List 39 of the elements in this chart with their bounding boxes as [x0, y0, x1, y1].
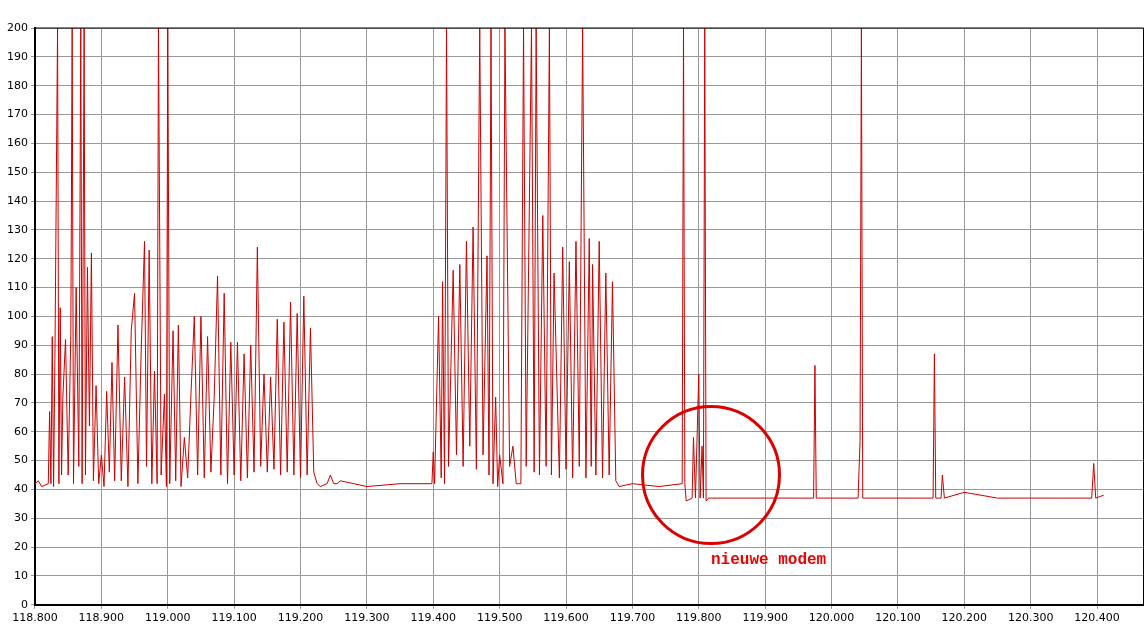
y-tick-label: 180 — [7, 78, 28, 92]
x-tick-label: 119.700 — [609, 611, 656, 625]
y-tick-label: 20 — [14, 539, 28, 553]
x-tick-label: 119.600 — [543, 611, 589, 625]
y-tick-label: 110 — [7, 280, 28, 294]
y-tick-label: 60 — [14, 424, 28, 438]
y-tick-label: 30 — [14, 511, 28, 525]
y-tick-label: 120 — [7, 251, 28, 265]
x-tick-label: 119.500 — [476, 611, 523, 625]
x-tick-label: 119.900 — [742, 611, 788, 625]
x-tick-label: 120.100 — [875, 611, 921, 625]
x-tick-label: 118.800 — [12, 611, 58, 625]
y-tick-label: 40 — [14, 482, 28, 496]
y-tick-label: 200 — [7, 20, 28, 34]
x-tick-label: 119.800 — [676, 611, 722, 625]
annotation: nieuwe modem — [711, 551, 827, 570]
x-tick-label: 119.400 — [410, 611, 457, 625]
x-tick-label: 119.300 — [344, 611, 390, 625]
x-tick-label: 120.400 — [1074, 611, 1120, 625]
x-tick-label: 119.000 — [145, 611, 191, 625]
y-tick-label: 170 — [7, 107, 28, 121]
x-tick-label: 118.900 — [78, 611, 125, 625]
y-tick-label: 100 — [7, 309, 28, 323]
y-tick-label: 140 — [7, 193, 28, 207]
x-tick-label: 120.000 — [808, 611, 855, 625]
y-tick-label: 10 — [14, 568, 28, 582]
y-tick-label: 130 — [7, 222, 28, 236]
y-tick-label: 70 — [14, 395, 28, 409]
x-tick-label: 120.200 — [941, 611, 988, 625]
y-tick-label: 80 — [14, 366, 28, 380]
y-tick-label: 190 — [7, 49, 28, 63]
x-tick-label: 119.100 — [211, 611, 257, 625]
y-tick-label: 150 — [7, 165, 28, 179]
y-tick-label: 0 — [21, 597, 28, 611]
x-tick-label: 120.300 — [1007, 611, 1054, 625]
y-tick-label: 160 — [7, 136, 28, 150]
y-tick-label: 90 — [14, 338, 28, 352]
x-tick-label: 119.200 — [277, 611, 324, 625]
y-tick-label: 50 — [14, 453, 28, 467]
